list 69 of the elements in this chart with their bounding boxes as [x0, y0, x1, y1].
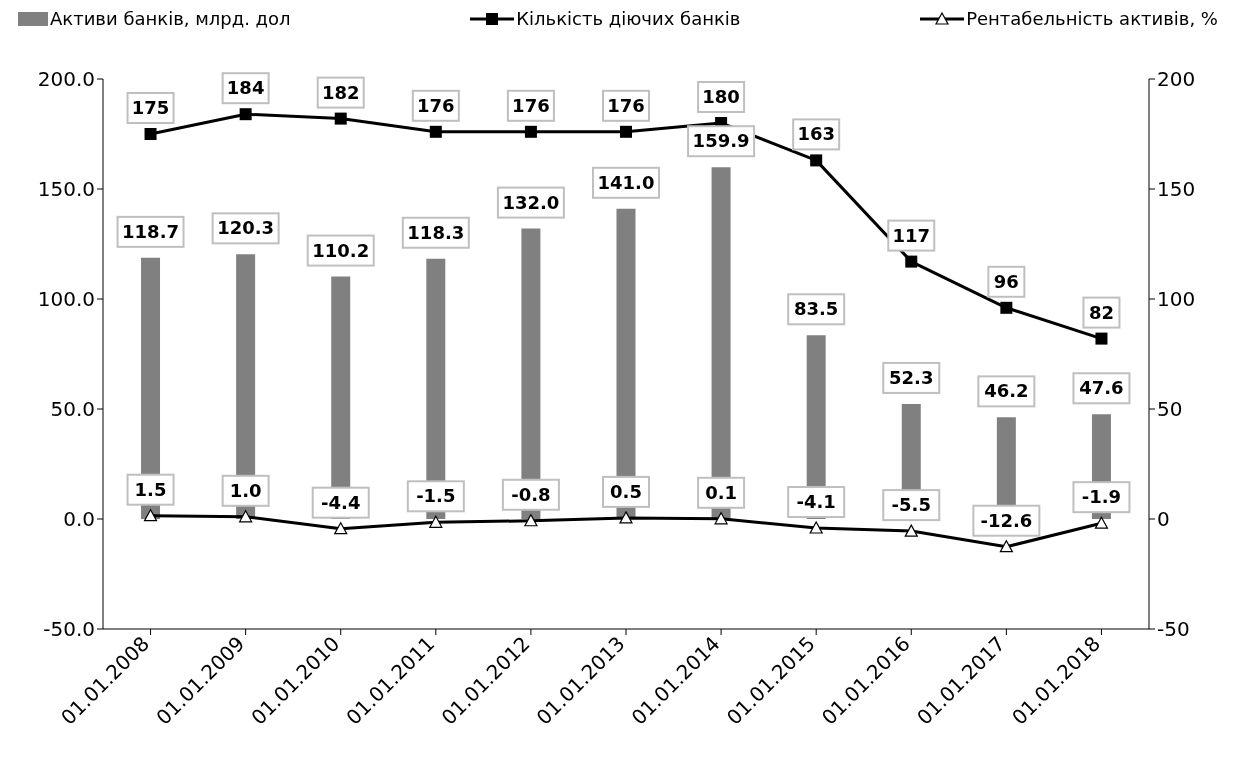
point [429, 125, 442, 138]
y-tick-label: -50.0 [43, 617, 95, 642]
point [1095, 332, 1108, 345]
legend-label: Рентабельність активів, % [966, 8, 1218, 29]
point [809, 521, 823, 534]
point [239, 108, 252, 121]
legend-label: Активи банків, млрд. дол [50, 8, 291, 29]
data-label: 52.3 [889, 366, 934, 388]
point [334, 112, 347, 125]
point [1094, 516, 1109, 529]
point [904, 524, 918, 537]
y2-tick-label: 50 [1157, 397, 1183, 422]
data-label: 132.0 [502, 191, 560, 213]
point [620, 125, 632, 138]
point [334, 522, 348, 535]
data-label: -4.4 [321, 491, 361, 513]
legend-label: Кількість діючих банків [516, 8, 741, 29]
point [524, 514, 538, 527]
y-tick-label: 100.0 [37, 287, 95, 312]
point [999, 540, 1013, 553]
data-label: -1.5 [416, 485, 456, 507]
y-tick-label: 150.0 [37, 177, 95, 202]
point [810, 154, 823, 167]
data-label: 46.2 [984, 380, 1029, 402]
data-label: -4.1 [796, 491, 836, 513]
y-tick-label: 50.0 [50, 397, 95, 422]
data-label: 118.3 [407, 221, 465, 243]
point [714, 512, 728, 525]
y2-tick-label: 0 [1157, 507, 1170, 532]
point [524, 125, 537, 138]
data-label: 141.0 [597, 171, 655, 193]
data-label: 184 [226, 77, 265, 99]
data-label: -1.9 [1081, 486, 1122, 508]
point [239, 510, 253, 523]
data-label: 180 [702, 86, 740, 107]
data-label: 182 [321, 81, 360, 103]
y2-tick-label: 200 [1157, 67, 1196, 92]
data-label: 1.0 [229, 479, 262, 501]
point [905, 255, 918, 268]
data-label: -12.6 [980, 509, 1033, 531]
data-label: 0.5 [610, 480, 642, 502]
data-label: 176 [512, 94, 550, 116]
point [619, 511, 633, 524]
data-label: 175 [131, 97, 170, 118]
data-label: 110.2 [312, 239, 370, 261]
y-tick-label: 200.0 [37, 67, 95, 92]
point [429, 515, 443, 528]
data-label: 0.1 [705, 481, 738, 503]
data-label: 176 [417, 94, 455, 116]
data-label: 118.7 [122, 220, 180, 242]
y2-tick-label: 150 [1157, 177, 1196, 202]
y2-tick-label: 100 [1157, 287, 1196, 312]
point [1000, 301, 1013, 314]
data-label: 82 [1088, 301, 1114, 323]
data-label: 117 [892, 224, 931, 246]
data-label: 159.9 [692, 130, 750, 152]
data-label: 96 [993, 270, 1019, 292]
data-label: 1.5 [134, 478, 167, 500]
data-label: 120.3 [217, 217, 275, 239]
y2-tick-label: -50 [1157, 617, 1190, 642]
data-label: -0.8 [511, 483, 551, 505]
data-label: 83.5 [793, 298, 839, 320]
data-label: -5.5 [891, 494, 931, 516]
point [144, 128, 157, 140]
data-label: 47.6 [1079, 377, 1124, 399]
y-tick-label: 0.0 [63, 507, 95, 532]
data-label: 176 [607, 94, 645, 116]
point [143, 509, 158, 522]
data-label: 163 [797, 123, 835, 145]
